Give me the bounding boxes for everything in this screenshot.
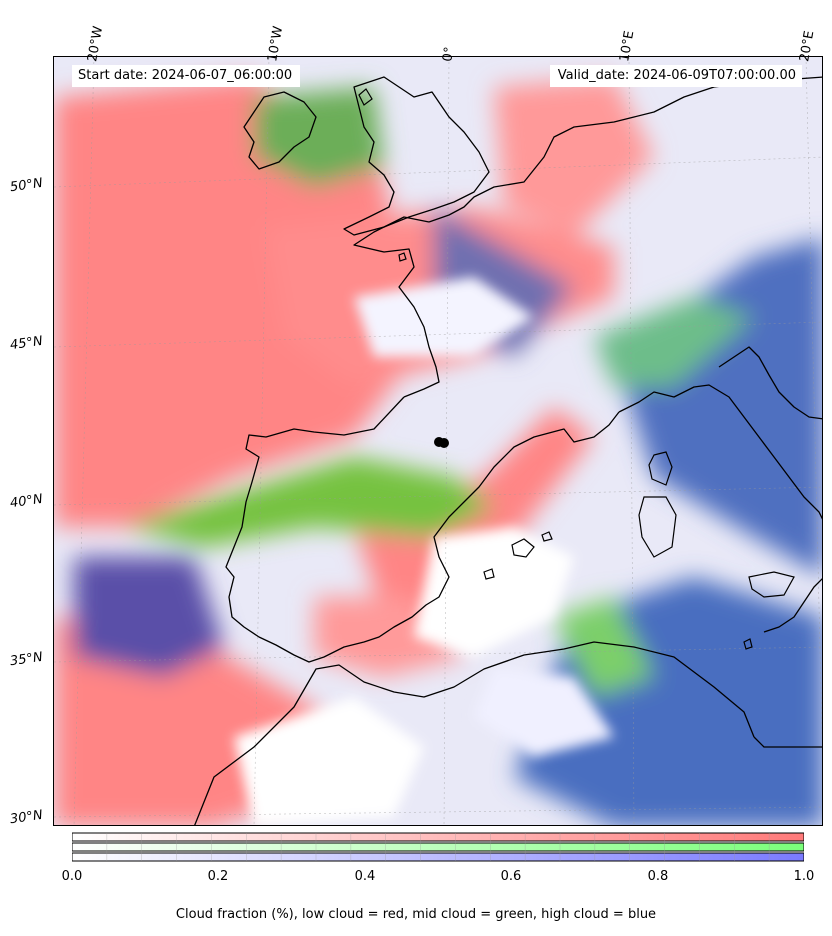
coast-hebrides (358, 88, 373, 106)
cloud-map: Start date: 2024-06-07_06:00:00 Valid_da… (53, 56, 823, 826)
coast-sardinia (638, 496, 677, 558)
coast-channel-isle (398, 252, 407, 262)
lat-label-40n: 40°N (9, 491, 44, 512)
coast-corsica (648, 451, 673, 486)
graticule (54, 57, 822, 825)
start-date-label: Start date: 2024-06-07_06:00:00 (72, 65, 301, 87)
coast-menorca (541, 531, 553, 542)
coast-mallorca (511, 538, 535, 558)
coast-libya (753, 736, 822, 748)
coast-brittany (353, 216, 440, 398)
coast-ibiza (483, 568, 495, 580)
lat-label-50n: 50°N (9, 175, 44, 196)
valid-date-label: Valid_date: 2024-06-09T07:00:00.00 (549, 65, 802, 87)
mid-cloud-med (554, 597, 654, 697)
low-cloud-france (494, 77, 654, 237)
colorbar-tick-5: 1.0 (793, 869, 815, 884)
location-marker (434, 437, 449, 448)
high-cloud-atlantic (74, 557, 224, 677)
coast-north-africa (194, 641, 755, 825)
cloud-fraction-map (54, 57, 822, 825)
lat-label-35n: 35°N (9, 649, 44, 670)
colorbar-mid-cloud (72, 842, 804, 852)
colorbar-tick-1: 0.2 (207, 869, 229, 884)
clear-biscay (354, 277, 534, 357)
colorbar-tick-0: 0.0 (61, 869, 83, 884)
cloud-layers (54, 77, 822, 825)
lat-label-30n: 30°N (9, 807, 44, 828)
clear-north-africa (234, 697, 424, 825)
low-cloud-west (54, 77, 414, 527)
mid-cloud-east (594, 297, 754, 387)
mid-cloud-ireland (254, 87, 384, 187)
islands (358, 88, 795, 650)
coastlines (194, 76, 822, 825)
colorbar-tick-2: 0.4 (354, 869, 376, 884)
colorbar-tick-3: 0.6 (500, 869, 522, 884)
colorbar-low-cloud (72, 832, 804, 842)
colorbar-steps (106, 833, 770, 861)
lat-label-45n: 45°N (9, 333, 44, 354)
coast-adriatic (718, 346, 822, 420)
coast-great-britain (343, 76, 490, 236)
coast-italy (618, 384, 822, 520)
lon-label-0: 0° (440, 45, 458, 63)
coast-ireland (243, 91, 317, 170)
coast-sicily (748, 571, 795, 598)
colorbar-high-cloud (72, 852, 804, 862)
coast-italy-boot (763, 578, 822, 633)
clear-mediterranean (414, 527, 574, 657)
coast-iberia (225, 396, 620, 663)
clear-corsica-strip (474, 667, 614, 757)
coast-malta (743, 638, 753, 650)
coast-france (428, 76, 822, 223)
mid-cloud-iberia (124, 457, 494, 547)
colorbar-tick-4: 0.8 (647, 869, 669, 884)
colorbar-label: Cloud fraction (%), low cloud = red, mid… (175, 907, 657, 922)
colorbar (72, 832, 804, 862)
clear-areas (234, 277, 614, 825)
